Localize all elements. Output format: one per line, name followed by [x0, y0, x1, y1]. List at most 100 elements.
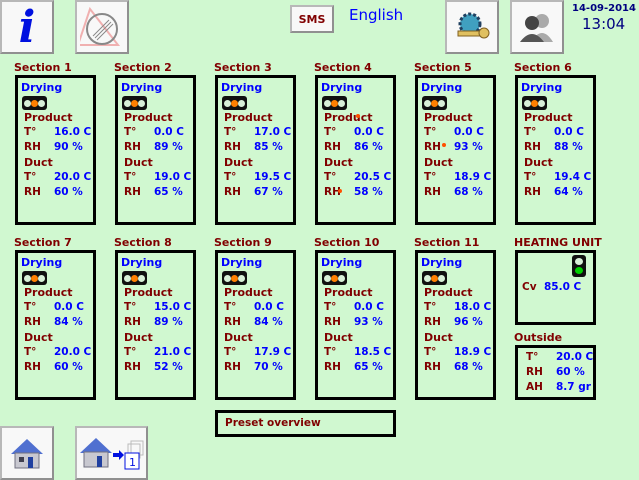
traffic-light-icon [22, 96, 47, 110]
outside-title: Outside [514, 331, 563, 344]
duct-rh-value: 64 % [554, 186, 583, 198]
duct-t-value: 21.0 C [154, 346, 192, 358]
duct-t-value: 19.5 C [254, 171, 292, 183]
outside-ah-value: 8.7 gr [556, 381, 591, 393]
section-title: Section 11 [414, 236, 480, 249]
duct-rh-value: 65 % [354, 361, 383, 373]
heating-unit-title: HEATING UNIT [514, 236, 602, 249]
product-label: Product [424, 286, 473, 299]
settings-button[interactable] [445, 0, 499, 54]
product-rh-value: 84 % [54, 316, 83, 328]
duct-label: Duct [424, 156, 453, 169]
product-rh-label: RH [124, 316, 141, 328]
traffic-light-icon [122, 271, 147, 285]
duct-t-value: 19.0 C [154, 171, 192, 183]
language-selector[interactable]: English [349, 6, 404, 24]
info-button[interactable]: i [0, 0, 54, 54]
product-t-value: 0.0 C [254, 301, 284, 313]
product-rh-value: 88 % [554, 141, 583, 153]
home-button[interactable] [0, 426, 54, 480]
duct-rh-label: RH [24, 361, 41, 373]
product-label: Product [124, 111, 173, 124]
section-panel[interactable]: Drying Product T° 0.0 C RH 93 % Duct T° … [415, 75, 496, 225]
product-t-label: T° [24, 126, 37, 138]
product-label: Product [524, 111, 573, 124]
product-rh-label: RH [24, 141, 41, 153]
duct-label: Duct [124, 156, 153, 169]
duct-label: Duct [324, 331, 353, 344]
section-panel[interactable]: Drying Product T° 0.0 C RH 84 % Duct T° … [15, 250, 96, 400]
product-t-label: T° [324, 126, 337, 138]
sms-button[interactable]: SMS [290, 5, 334, 33]
users-button[interactable] [510, 0, 564, 54]
product-rh-label: RH [224, 316, 241, 328]
section-panel[interactable]: Drying Product T° 0.0 C RH 89 % Duct T° … [115, 75, 196, 225]
section-panel[interactable]: Drying Product T° 16.0 C RH 90 % Duct T°… [15, 75, 96, 225]
section-panel[interactable]: Drying Product T° 0.0 C RH 86 % Duct T° … [315, 75, 396, 225]
duct-rh-label: RH [224, 361, 241, 373]
duct-t-label: T° [424, 346, 437, 358]
heating-unit-panel[interactable]: Cv 85.0 C [515, 250, 596, 325]
product-rh-label: RH [524, 141, 541, 153]
product-label: Product [24, 111, 73, 124]
product-label: Product [24, 286, 73, 299]
product-t-value: 15.0 C [154, 301, 192, 313]
outside-rh-label: RH [526, 366, 543, 378]
product-t-value: 0.0 C [154, 126, 184, 138]
alert-dot [338, 189, 342, 193]
product-rh-value: 93 % [454, 141, 483, 153]
mode-label: Drying [521, 81, 563, 94]
section-panel[interactable]: Drying Product T° 15.0 C RH 89 % Duct T°… [115, 250, 196, 400]
section-title: Section 5 [414, 61, 472, 74]
duct-label: Duct [524, 156, 553, 169]
gear-wrench-icon [457, 12, 490, 39]
duct-t-value: 20.0 C [54, 346, 92, 358]
mode-label: Drying [121, 256, 163, 269]
mode-label: Drying [221, 256, 263, 269]
product-t-label: T° [424, 301, 437, 313]
product-rh-label: RH [24, 316, 41, 328]
cv-label: Cv [522, 281, 537, 293]
product-t-value: 0.0 C [554, 126, 584, 138]
outside-rh-value: 60 % [556, 366, 585, 378]
section-panel[interactable]: Drying Product T° 18.0 C RH 96 % Duct T°… [415, 250, 496, 400]
time: 13:04 [582, 15, 626, 33]
users-icon [520, 14, 553, 42]
product-t-label: T° [124, 301, 137, 313]
section-panel[interactable]: Drying Product T° 0.0 C RH 84 % Duct T° … [215, 250, 296, 400]
product-rh-value: 89 % [154, 316, 183, 328]
heating-signal-icon [572, 255, 586, 277]
duct-rh-label: RH [424, 186, 441, 198]
duct-label: Duct [324, 156, 353, 169]
section-panel[interactable]: Drying Product T° 17.0 C RH 85 % Duct T°… [215, 75, 296, 225]
duct-t-value: 18.9 C [454, 346, 492, 358]
product-rh-value: 90 % [54, 141, 83, 153]
duct-t-label: T° [124, 171, 137, 183]
duct-rh-label: RH [424, 361, 441, 373]
duct-t-value: 19.4 C [554, 171, 592, 183]
product-rh-label: RH [424, 316, 441, 328]
duct-t-value: 20.5 C [354, 171, 392, 183]
duct-t-value: 18.9 C [454, 171, 492, 183]
duct-t-label: T° [224, 171, 237, 183]
mode-label: Drying [221, 81, 263, 94]
section-panel[interactable]: Drying Product T° 0.0 C RH 93 % Duct T° … [315, 250, 396, 400]
product-t-value: 0.0 C [454, 126, 484, 138]
duct-t-label: T° [24, 346, 37, 358]
product-rh-label: RH [124, 141, 141, 153]
alarm-button[interactable] [75, 0, 129, 54]
duct-rh-value: 65 % [154, 186, 183, 198]
product-t-value: 18.0 C [454, 301, 492, 313]
section-panel[interactable]: Drying Product T° 0.0 C RH 88 % Duct T° … [515, 75, 596, 225]
preset-overview-button[interactable]: Preset overview [215, 410, 396, 437]
outside-panel: T° 20.0 C RH 60 % AH 8.7 gr [515, 345, 596, 400]
product-t-label: T° [224, 301, 237, 313]
duct-label: Duct [24, 331, 53, 344]
product-t-label: T° [224, 126, 237, 138]
product-rh-label: RH [324, 141, 341, 153]
info-icon: i [18, 1, 36, 53]
duct-rh-label: RH [124, 186, 141, 198]
duct-rh-value: 52 % [154, 361, 183, 373]
home-section-button[interactable]: 1 [75, 426, 148, 480]
duct-t-label: T° [24, 171, 37, 183]
